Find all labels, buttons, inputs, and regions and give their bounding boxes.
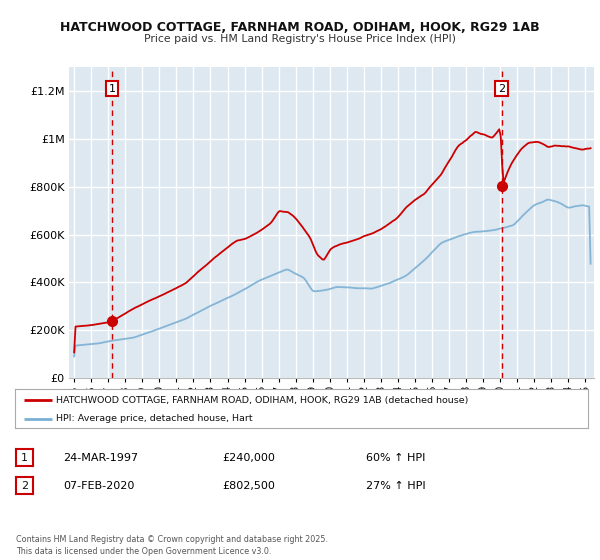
Text: HPI: Average price, detached house, Hart: HPI: Average price, detached house, Hart [56, 414, 253, 423]
Text: 60% ↑ HPI: 60% ↑ HPI [366, 452, 425, 463]
Text: HATCHWOOD COTTAGE, FARNHAM ROAD, ODIHAM, HOOK, RG29 1AB: HATCHWOOD COTTAGE, FARNHAM ROAD, ODIHAM,… [60, 21, 540, 34]
Text: 2: 2 [21, 480, 28, 491]
Text: HATCHWOOD COTTAGE, FARNHAM ROAD, ODIHAM, HOOK, RG29 1AB (detached house): HATCHWOOD COTTAGE, FARNHAM ROAD, ODIHAM,… [56, 396, 469, 405]
Text: 1: 1 [21, 452, 28, 463]
Text: 24-MAR-1997: 24-MAR-1997 [63, 452, 138, 463]
Text: 27% ↑ HPI: 27% ↑ HPI [366, 480, 425, 491]
Text: Contains HM Land Registry data © Crown copyright and database right 2025.
This d: Contains HM Land Registry data © Crown c… [16, 535, 328, 556]
Text: 2: 2 [498, 83, 505, 94]
Text: £802,500: £802,500 [222, 480, 275, 491]
Text: 07-FEB-2020: 07-FEB-2020 [63, 480, 134, 491]
Text: Price paid vs. HM Land Registry's House Price Index (HPI): Price paid vs. HM Land Registry's House … [144, 34, 456, 44]
Text: 1: 1 [109, 83, 115, 94]
Text: £240,000: £240,000 [222, 452, 275, 463]
